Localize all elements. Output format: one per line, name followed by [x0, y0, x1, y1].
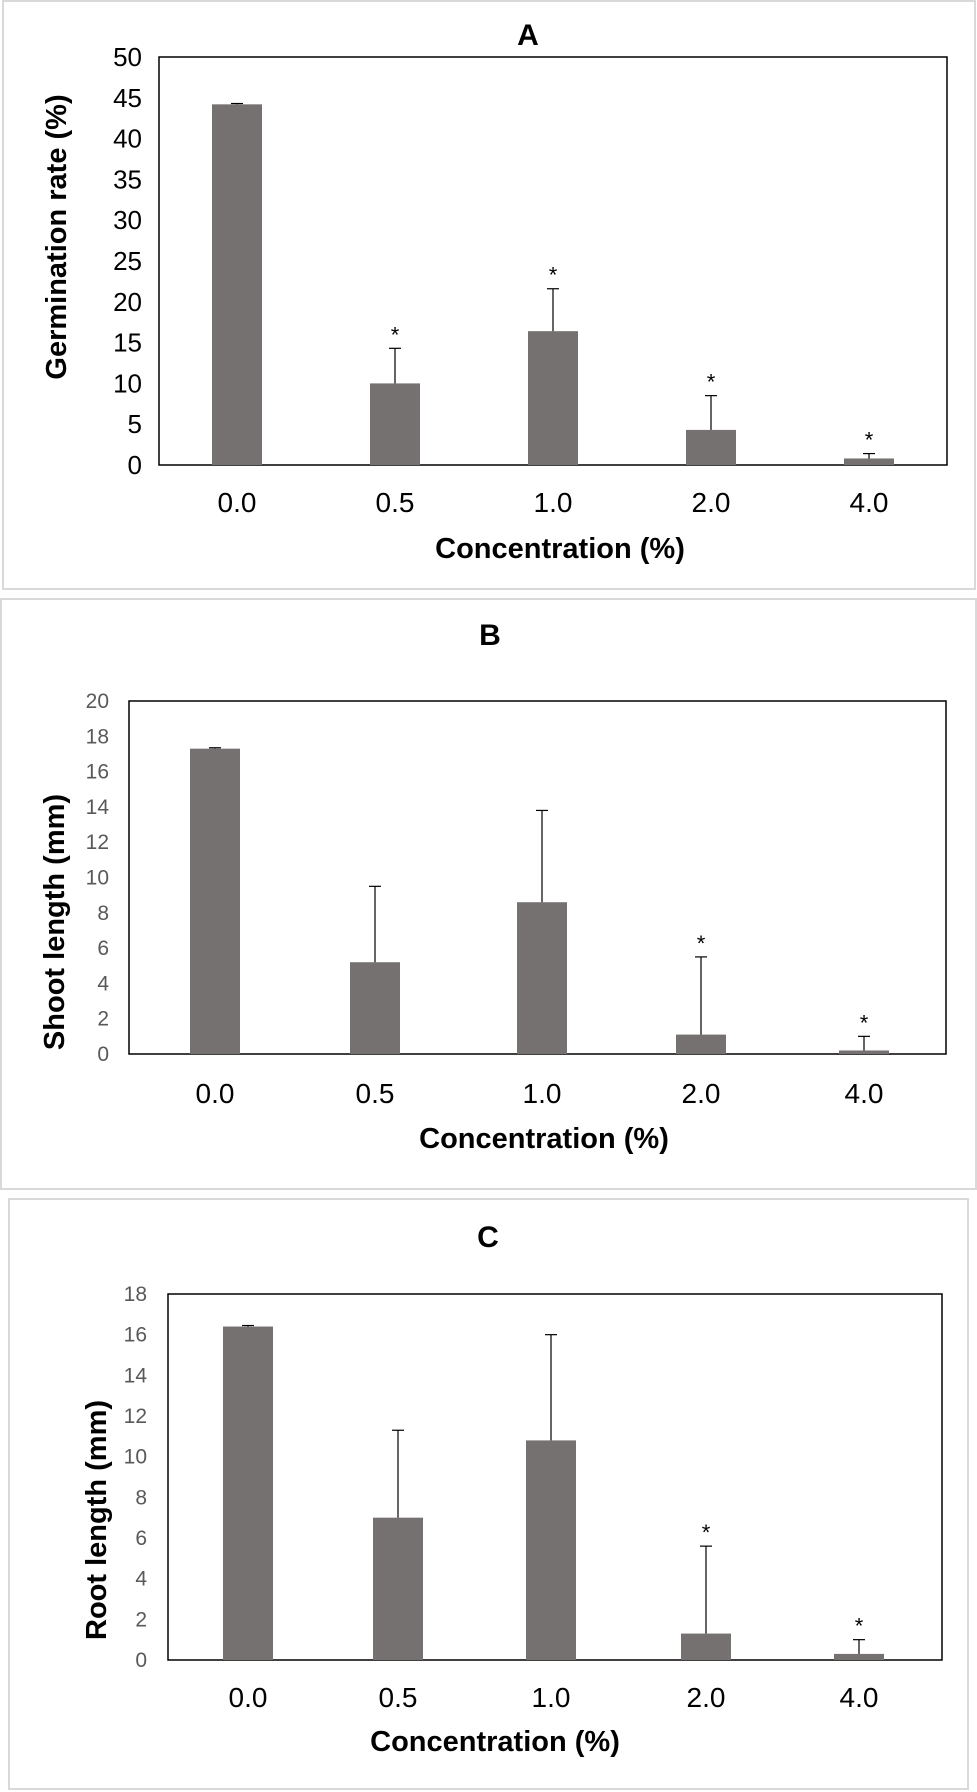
y-tick-label: 50	[113, 42, 142, 72]
x-tick-label: 0.0	[196, 1078, 235, 1109]
significance-marker: *	[865, 428, 874, 453]
significance-marker: *	[855, 1614, 864, 1639]
chart-c-svg: C Root length (mm) * * 0.0 0.5 1.0 2.0 4.0 0 2…	[81, 1221, 943, 1758]
bar	[839, 1050, 889, 1054]
bar	[212, 104, 262, 465]
x-tick-label: 0.5	[376, 487, 415, 518]
significance-marker: *	[707, 370, 716, 395]
bar	[526, 1440, 576, 1660]
bar	[834, 1653, 884, 1660]
y-tick-label: 12	[86, 831, 109, 854]
y-tick-label: 35	[113, 164, 142, 194]
y-tick-label: 6	[97, 937, 109, 960]
x-tick-label: 0.5	[356, 1078, 395, 1109]
x-tick-label: 2.0	[692, 487, 731, 518]
bar	[844, 458, 894, 465]
y-tick-label: 0	[135, 1649, 147, 1672]
bar	[370, 383, 420, 465]
y-tick-label: 0	[97, 1043, 109, 1066]
y-tick-label: 45	[113, 83, 142, 113]
chart-panel-b: B Shoot length (mm) * * 0.0 0.5 1.0 2.0 4.0 0…	[0, 598, 977, 1190]
x-tick-label: 0.0	[229, 1682, 268, 1713]
y-tick-label: 10	[113, 368, 142, 398]
y-tick-label: 14	[86, 796, 110, 819]
y-tick-label: 5	[128, 409, 142, 439]
x-tick-label: 0.5	[379, 1682, 418, 1713]
y-axis-label: Shoot length (mm)	[39, 794, 71, 1050]
x-axis-title: Concentration (%)	[419, 1123, 669, 1155]
chart-panel-c: C Root length (mm) * * 0.0 0.5 1.0 2.0 4.0 0 2…	[8, 1198, 969, 1790]
chart-panel-a: A Germination rate (%) * * * * 0.0 0.5 1.0 2.0…	[2, 0, 976, 590]
y-axis-title: Root length (mm)	[81, 1400, 113, 1640]
y-tick-label: 2	[97, 1008, 109, 1031]
y-axis-title: Shoot length (mm)	[39, 794, 71, 1050]
y-tick-label: 2	[135, 1608, 147, 1631]
chart-title: B	[479, 619, 501, 652]
y-axis-label: Germination rate (%)	[41, 94, 73, 379]
y-tick-label: 20	[86, 690, 109, 713]
x-axis-title: Concentration (%)	[435, 533, 685, 565]
significance-marker: *	[391, 322, 400, 347]
x-axis-title: Concentration (%)	[370, 1726, 620, 1758]
bar	[528, 331, 578, 465]
x-tick-label: 1.0	[534, 487, 573, 518]
significance-marker: *	[697, 931, 706, 956]
y-tick-label: 40	[113, 124, 142, 154]
bar	[686, 429, 736, 465]
x-tick-label: 1.0	[532, 1682, 571, 1713]
y-tick-label: 14	[124, 1364, 148, 1387]
y-tick-label: 16	[124, 1324, 147, 1347]
bar	[223, 1326, 273, 1660]
bar	[373, 1517, 423, 1660]
bar	[517, 902, 567, 1054]
y-tick-label: 4	[97, 972, 109, 995]
y-tick-label: 18	[86, 725, 109, 748]
x-tick-label: 0.0	[218, 487, 257, 518]
y-tick-label: 16	[86, 761, 109, 784]
y-tick-label: 15	[113, 328, 142, 358]
x-tick-label: 2.0	[682, 1078, 721, 1109]
y-tick-label: 30	[113, 205, 142, 235]
significance-marker: *	[860, 1010, 869, 1035]
y-tick-label: 20	[113, 287, 142, 317]
chart-title: A	[517, 19, 539, 52]
bar	[676, 1034, 726, 1054]
x-tick-label: 2.0	[687, 1682, 726, 1713]
significance-marker: *	[702, 1520, 711, 1545]
y-tick-label: 12	[124, 1405, 147, 1428]
x-tick-label: 4.0	[850, 487, 889, 518]
y-tick-label: 4	[135, 1568, 147, 1591]
chart-a-svg: A Germination rate (%) * * * * 0.0 0.5 1.0 2.0…	[41, 19, 948, 565]
x-tick-label: 4.0	[840, 1682, 879, 1713]
bar	[681, 1633, 731, 1660]
y-axis-title: Germination rate (%)	[41, 94, 73, 379]
bar	[350, 962, 400, 1054]
chart-b-svg: B Shoot length (mm) * * 0.0 0.5 1.0 2.0 4.0 0…	[39, 619, 947, 1155]
x-tick-label: 1.0	[523, 1078, 562, 1109]
y-tick-label: 18	[124, 1283, 147, 1306]
significance-marker: *	[549, 263, 558, 288]
y-tick-label: 0	[128, 450, 142, 480]
y-tick-label: 8	[97, 902, 109, 925]
y-tick-label: 10	[86, 867, 109, 890]
bar	[190, 748, 240, 1054]
y-tick-label: 10	[124, 1446, 147, 1469]
y-axis-label: Root length (mm)	[81, 1400, 113, 1640]
x-tick-label: 4.0	[845, 1078, 884, 1109]
y-tick-label: 8	[135, 1486, 147, 1509]
y-tick-label: 6	[135, 1527, 147, 1550]
y-tick-label: 25	[113, 246, 142, 276]
chart-title: C	[477, 1221, 499, 1254]
